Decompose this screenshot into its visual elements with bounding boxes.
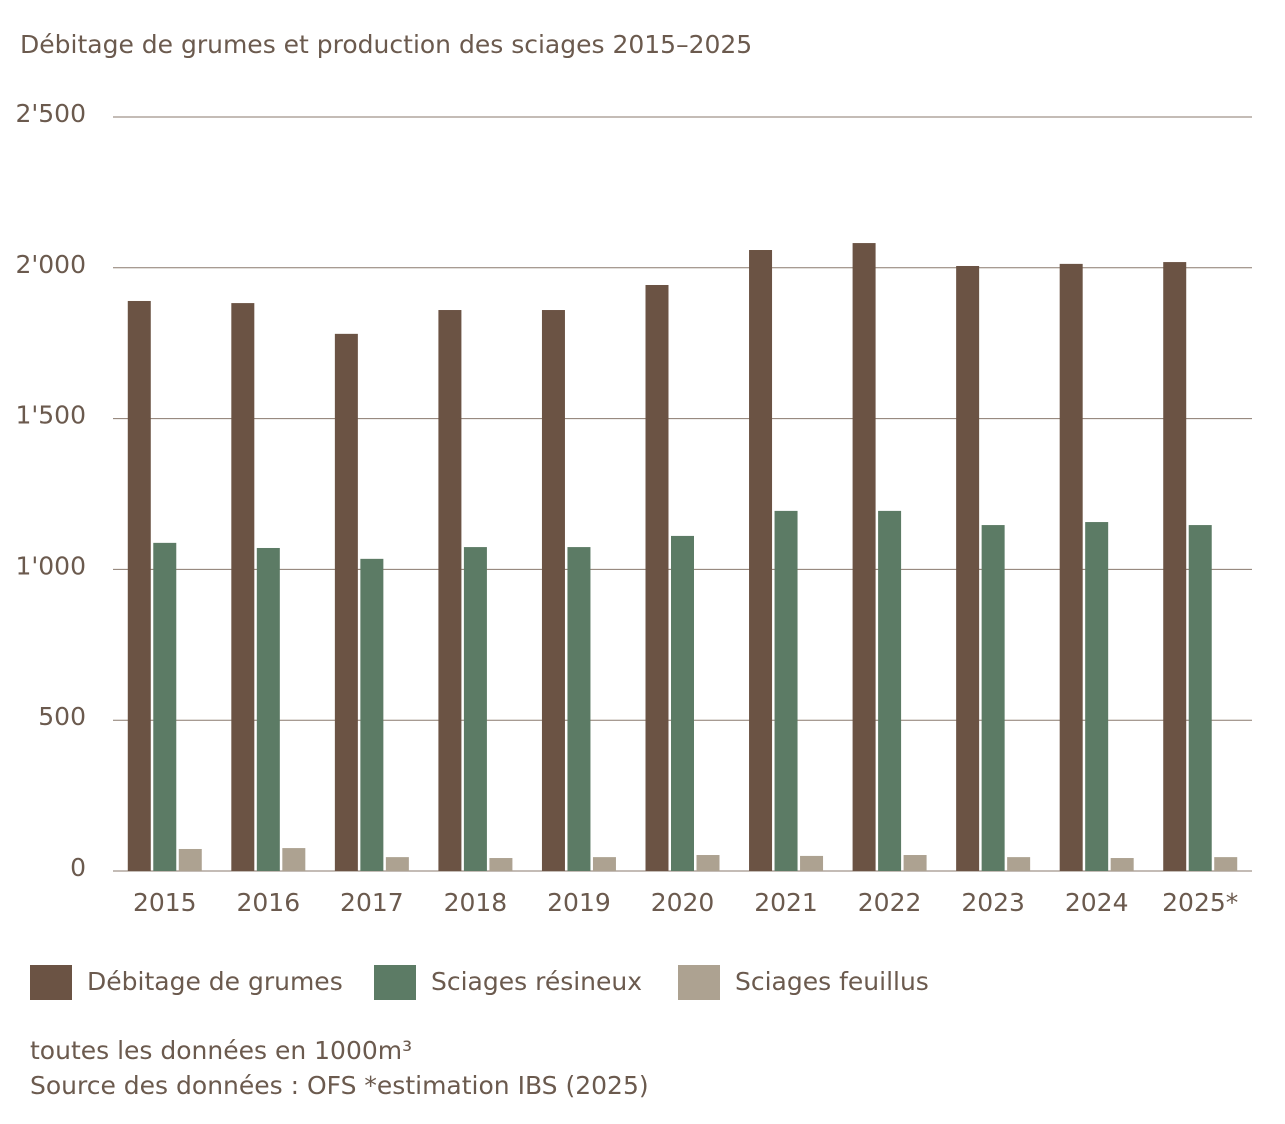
- bar: [360, 558, 384, 871]
- y-tick-label: 2'000: [16, 250, 87, 279]
- bar: [592, 857, 616, 871]
- bar: [956, 265, 980, 872]
- bar: [178, 848, 202, 871]
- y-tick-label: 1'500: [16, 401, 87, 430]
- bar: [696, 855, 720, 871]
- x-tick-label: 2019: [547, 888, 611, 917]
- bar: [671, 535, 694, 871]
- note: Source des données : OFS *estimation IBS…: [30, 1071, 649, 1100]
- bar: [981, 525, 1005, 871]
- bar: [282, 848, 306, 871]
- bar: [749, 250, 773, 871]
- legend-label: Sciages feuillus: [735, 967, 929, 996]
- bar: [127, 300, 151, 871]
- bar: [438, 310, 462, 871]
- bar: [489, 858, 513, 871]
- y-tick-label: 1'000: [16, 551, 87, 580]
- bar: [1110, 858, 1134, 871]
- x-tick-label: 2022: [858, 888, 922, 917]
- x-tick-label: 2021: [754, 888, 818, 917]
- legend-label: Débitage de grumes: [87, 967, 343, 996]
- note: toutes les données en 1000m³: [30, 1036, 412, 1065]
- bar: [463, 547, 487, 871]
- bar: [1085, 522, 1109, 871]
- y-tick-label: 0: [70, 853, 86, 882]
- x-tick-label: 2025*: [1162, 888, 1238, 917]
- legend-swatch: [374, 965, 416, 1000]
- bar: [1007, 857, 1031, 871]
- x-tick-label: 2024: [1065, 888, 1129, 917]
- chart-title: Débitage de grumes et production des sci…: [20, 30, 752, 59]
- legend-label: Sciages résineux: [431, 967, 642, 996]
- bar: [541, 310, 565, 871]
- bar: [1214, 857, 1238, 871]
- x-tick-label: 2020: [651, 888, 715, 917]
- bar: [1188, 525, 1212, 871]
- y-tick-label: 2'500: [16, 99, 87, 128]
- bar: [800, 855, 824, 871]
- y-tick-label: 500: [38, 702, 86, 731]
- bar: [153, 542, 177, 871]
- bar: [1059, 263, 1083, 871]
- bar: [231, 303, 255, 872]
- bar: [334, 333, 358, 871]
- bar: [385, 857, 409, 871]
- x-tick-label: 2015: [133, 888, 197, 917]
- bar: [645, 284, 669, 871]
- bar: [852, 243, 876, 872]
- x-tick-label: 2017: [340, 888, 404, 917]
- legend-swatch: [678, 965, 720, 1000]
- bar: [567, 547, 591, 871]
- bar: [878, 510, 902, 871]
- x-tick-label: 2016: [237, 888, 301, 917]
- bar: [774, 510, 798, 871]
- bar: [903, 855, 927, 871]
- bar: [256, 547, 280, 871]
- legend-swatch: [30, 965, 72, 1000]
- x-tick-label: 2023: [961, 888, 1025, 917]
- bar: [1163, 262, 1187, 872]
- x-tick-label: 2018: [444, 888, 508, 917]
